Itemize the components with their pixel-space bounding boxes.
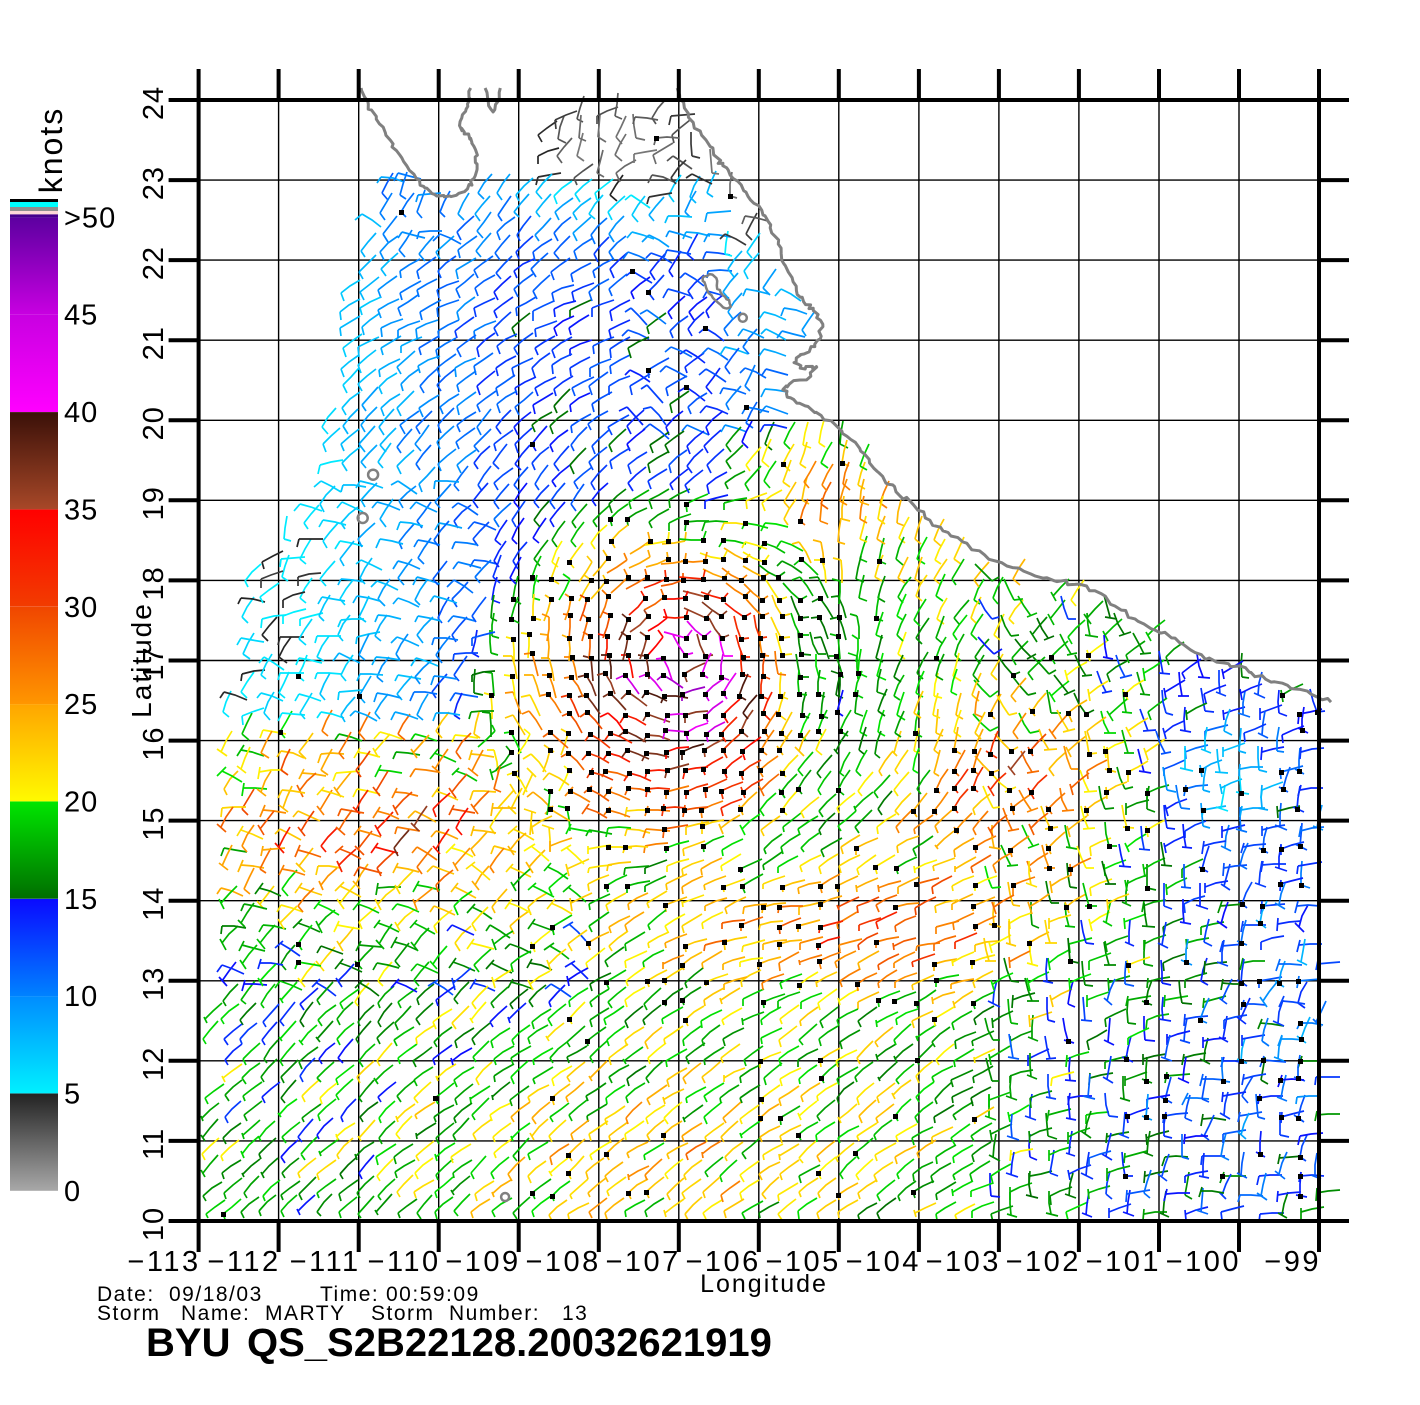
svg-text:18: 18 bbox=[138, 566, 170, 600]
svg-text:15: 15 bbox=[64, 884, 98, 916]
svg-text:15: 15 bbox=[138, 806, 170, 840]
svg-text:>50: >50 bbox=[64, 202, 116, 234]
svg-text:−111: −111 bbox=[290, 1246, 361, 1278]
svg-text:22: 22 bbox=[138, 246, 170, 280]
svg-text:12: 12 bbox=[138, 1047, 170, 1081]
svg-text:−113: −113 bbox=[127, 1246, 200, 1278]
svg-text:Longitude: Longitude bbox=[700, 1270, 828, 1298]
svg-text:−106: −106 bbox=[685, 1246, 760, 1278]
svg-text:−102: −102 bbox=[1006, 1246, 1081, 1278]
svg-text:16: 16 bbox=[138, 726, 170, 760]
svg-text:−110: −110 bbox=[368, 1246, 441, 1278]
svg-text:35: 35 bbox=[64, 494, 98, 526]
svg-text:−100: −100 bbox=[1166, 1246, 1241, 1278]
svg-text:−109: −109 bbox=[445, 1246, 520, 1278]
svg-text:−99: −99 bbox=[1264, 1246, 1321, 1278]
svg-text:24: 24 bbox=[138, 86, 170, 120]
svg-text:10: 10 bbox=[64, 981, 98, 1013]
svg-text:5: 5 bbox=[64, 1079, 81, 1111]
svg-text:−112: −112 bbox=[207, 1246, 280, 1278]
svg-text:knots: knots bbox=[33, 107, 69, 193]
svg-text:0: 0 bbox=[64, 1176, 81, 1208]
svg-text:25: 25 bbox=[64, 689, 98, 721]
svg-text:−103: −103 bbox=[926, 1246, 1001, 1278]
svg-text:21: 21 bbox=[138, 326, 170, 360]
svg-text:19: 19 bbox=[138, 486, 170, 520]
svg-text:−101: −101 bbox=[1086, 1246, 1161, 1278]
svg-text:−105: −105 bbox=[765, 1246, 840, 1278]
svg-text:13: 13 bbox=[138, 967, 170, 1001]
svg-text:14: 14 bbox=[138, 887, 170, 921]
svg-text:23: 23 bbox=[138, 166, 170, 200]
svg-text:10: 10 bbox=[138, 1207, 170, 1241]
svg-text:30: 30 bbox=[64, 592, 98, 624]
svg-text:17: 17 bbox=[138, 646, 170, 680]
svg-text:11: 11 bbox=[138, 1128, 170, 1160]
svg-text:−104: −104 bbox=[846, 1246, 921, 1278]
svg-text:20: 20 bbox=[138, 406, 170, 440]
svg-text:Latitude: Latitude bbox=[126, 602, 157, 718]
svg-text:20: 20 bbox=[64, 786, 98, 818]
svg-text:40: 40 bbox=[64, 397, 98, 429]
svg-text:−108: −108 bbox=[525, 1246, 600, 1278]
svg-text:−107: −107 bbox=[605, 1246, 680, 1278]
svg-text:45: 45 bbox=[64, 300, 98, 332]
